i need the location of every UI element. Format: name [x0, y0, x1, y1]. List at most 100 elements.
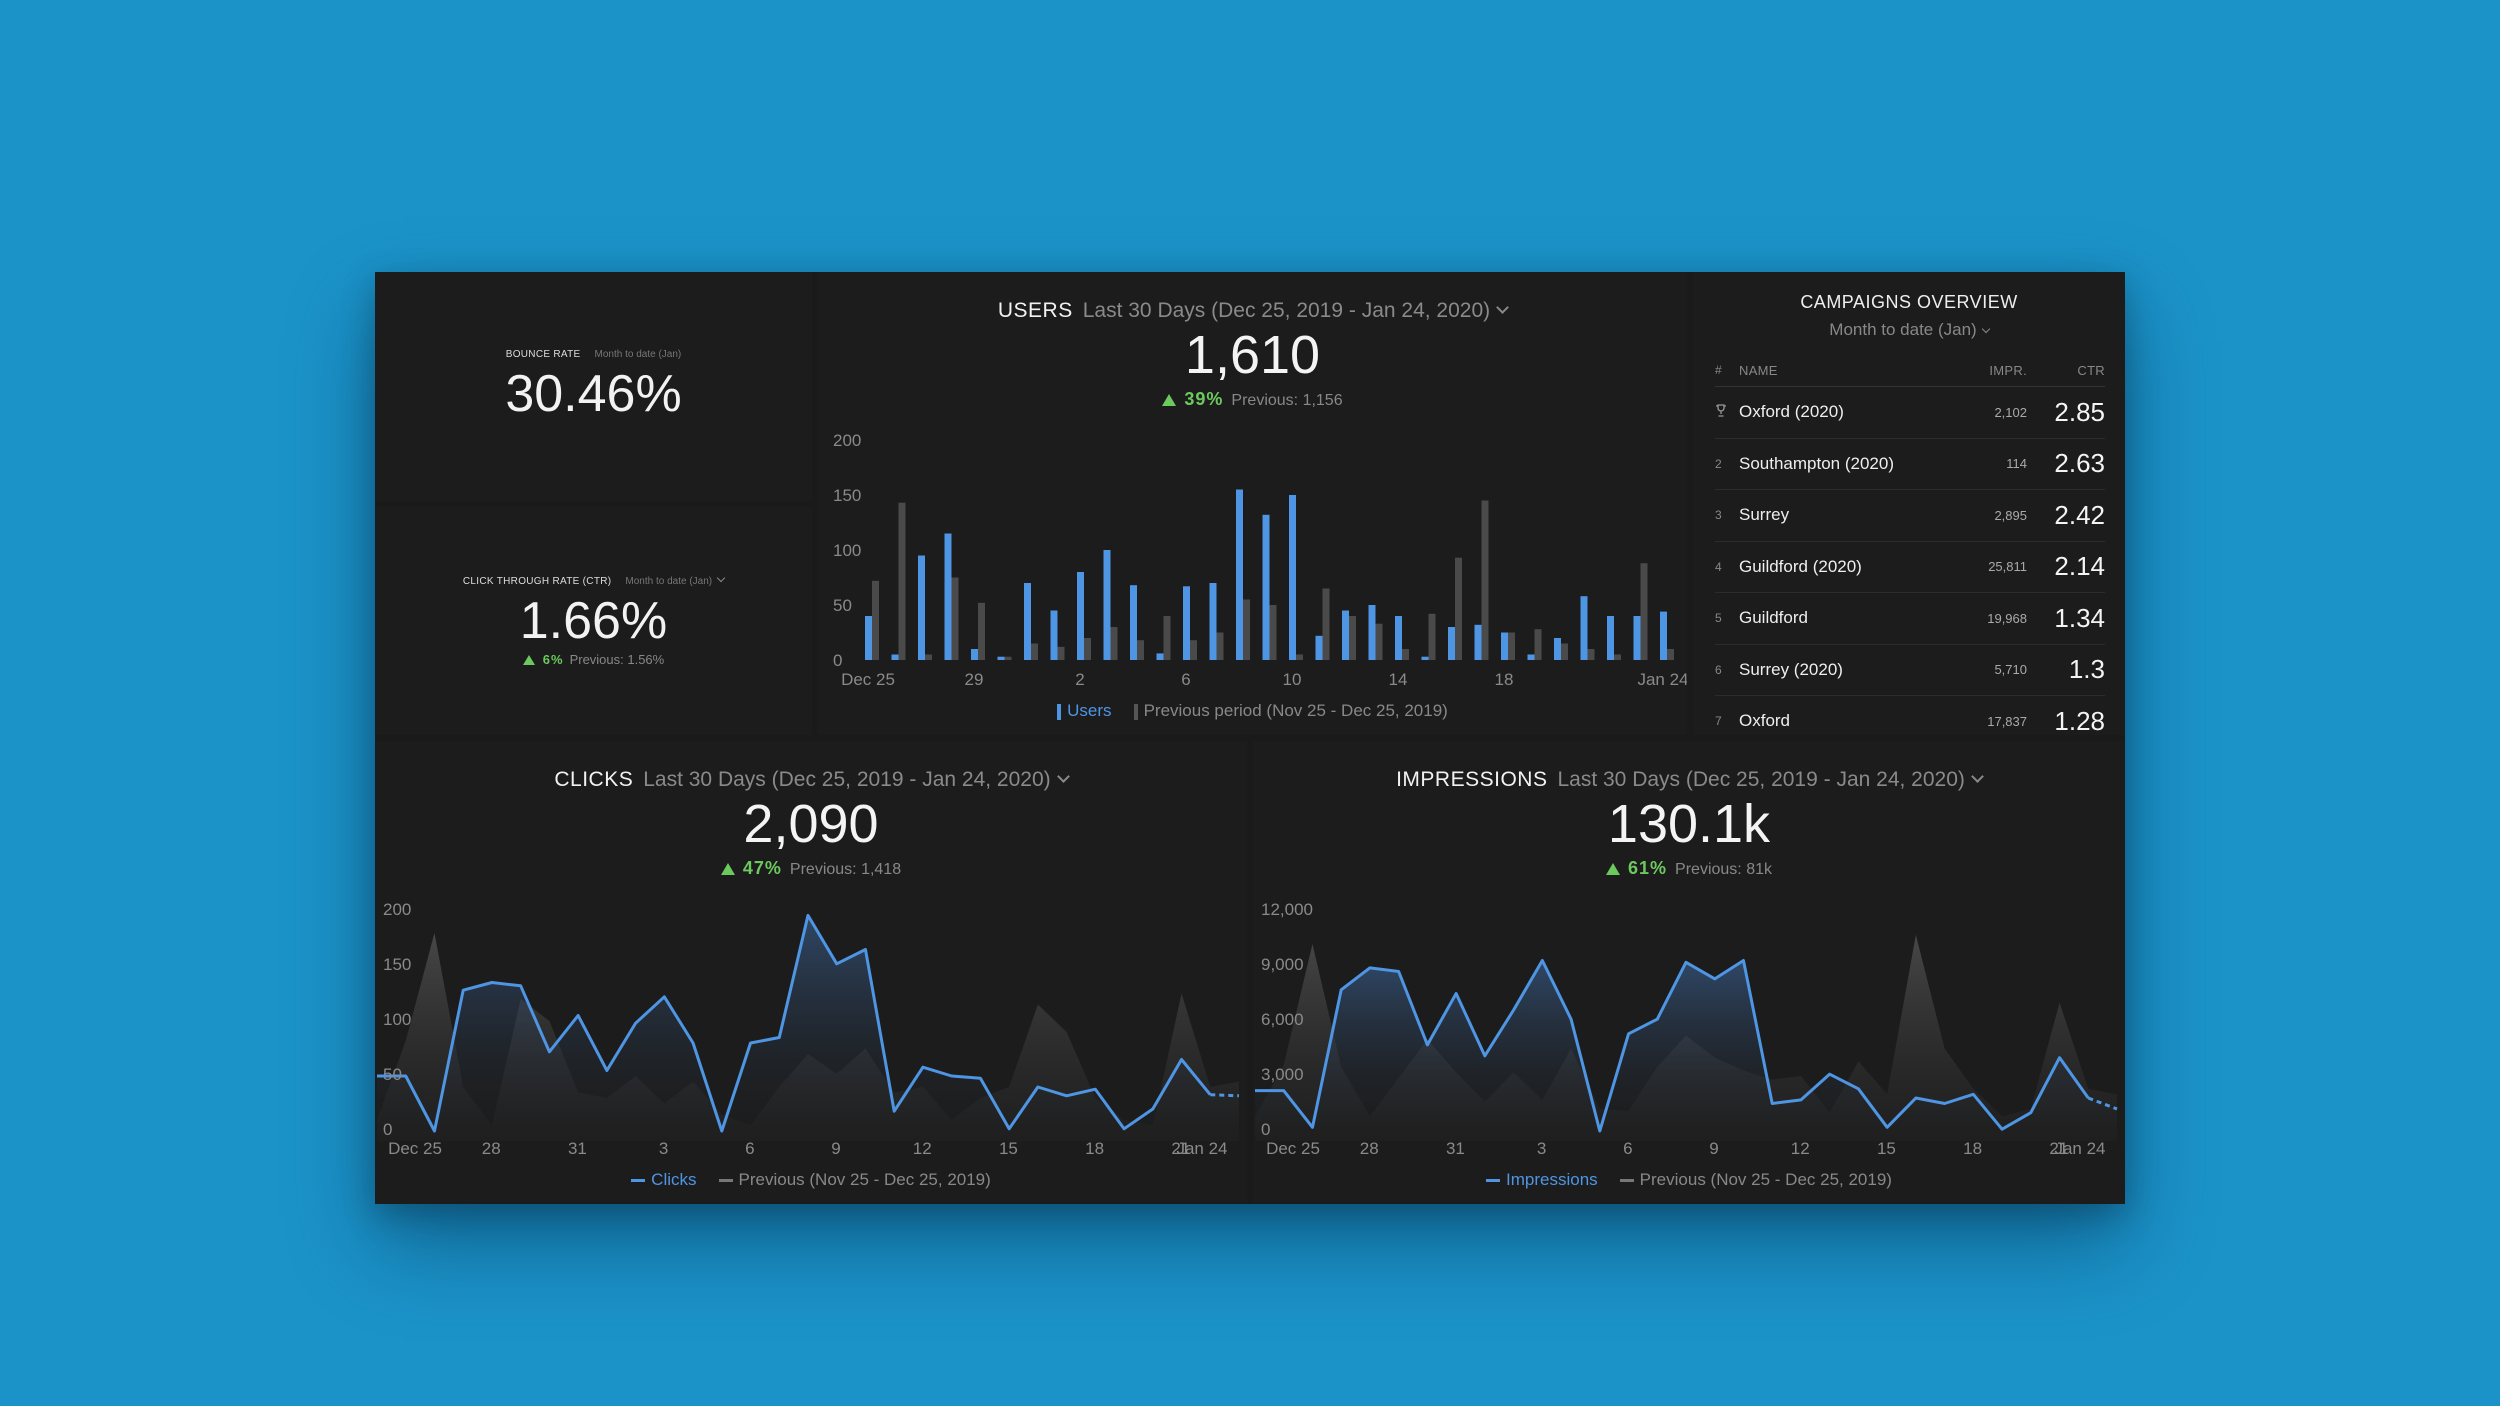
table-row[interactable]: 6 Surrey (2020) 5,710 1.3 — [1715, 645, 2105, 696]
clicks-widget[interactable]: CLICKS Last 30 Days (Dec 25, 2019 - Jan 2… — [375, 741, 1247, 1204]
y-tick-label: 200 — [833, 431, 861, 450]
table-row[interactable]: 5 Guildford 19,968 1.34 — [1715, 593, 2105, 645]
table-row[interactable]: Oxford (2020) 2,102 2.85 — [1715, 387, 2105, 439]
clicks-header: CLICKS Last 30 Days (Dec 25, 2019 - Jan 2… — [375, 768, 1247, 792]
users-bar — [1633, 616, 1641, 660]
table-row[interactable]: 4 Guildford (2020) 25,811 2.14 — [1715, 542, 2105, 593]
header-ctr[interactable]: CTR — [2077, 362, 2105, 378]
legend-clicks: Clicks — [651, 1170, 697, 1189]
impressions-widget[interactable]: IMPRESSIONS Last 30 Days (Dec 25, 2019 - … — [1253, 741, 2125, 1204]
previous-bar — [1667, 649, 1674, 660]
impressions-area-chart[interactable]: 0 3,000 6,000 9,000 12,000 Dec 25 28 31 3 6 9 12 15 1… — [1253, 741, 2125, 1204]
users-bar — [1448, 627, 1455, 660]
x-tick-label: 12 — [1791, 1139, 1810, 1158]
y-tick-label: 150 — [833, 486, 861, 505]
header-name[interactable]: NAME — [1739, 362, 1778, 378]
y-tick-label: 150 — [383, 955, 411, 974]
current-area — [377, 915, 1239, 1141]
table-row[interactable]: 7 Oxford 17,837 1.28 — [1715, 696, 2105, 735]
previous-bar — [1084, 638, 1091, 660]
previous-bar — [1481, 500, 1489, 660]
campaign-impr: 2,102 — [1994, 404, 2027, 420]
campaigns-overview-widget[interactable]: CAMPAIGNS OVERVIEW Month to date (Jan) #… — [1693, 272, 2125, 735]
previous-bar — [1640, 563, 1648, 660]
ctr-header: CLICK THROUGH RATE (CTR) Month to date (J… — [375, 573, 812, 587]
x-tick-label: 18 — [1495, 670, 1514, 689]
table-row[interactable]: 2 Southampton (2020) 114 2.63 — [1715, 439, 2105, 490]
campaign-name: Surrey — [1739, 505, 1790, 525]
users-bar — [1580, 596, 1588, 660]
users-bar — [1130, 585, 1137, 660]
legend-users: Users — [1067, 701, 1112, 720]
campaign-ctr: 2.14 — [2054, 551, 2105, 582]
legend-previous-marker — [1619, 1179, 1634, 1183]
campaign-impr: 5,710 — [1994, 662, 2027, 678]
clicks-period[interactable]: Last 30 Days (Dec 25, 2019 - Jan 24, 202… — [643, 768, 1051, 791]
x-tick-label: 3 — [1537, 1139, 1546, 1158]
previous-bar — [1110, 627, 1118, 660]
users-bar — [1183, 586, 1190, 660]
campaign-ctr: 2.85 — [2054, 396, 2105, 427]
bounce-rate-header: BOUNCE RATE Month to date (Jan) — [375, 349, 812, 360]
users-bar — [1024, 583, 1031, 660]
campaigns-table-header: # NAME IMPR. CTR — [1715, 354, 2105, 387]
users-bar — [971, 649, 978, 660]
previous-bar — [1534, 629, 1542, 660]
x-tick-label: Dec 25 — [1266, 1139, 1320, 1158]
current-area — [1255, 960, 2117, 1141]
impressions-header: IMPRESSIONS Last 30 Days (Dec 25, 2019 - … — [1253, 768, 2125, 792]
users-bar — [997, 656, 1005, 660]
x-tick-label: Jan 24 — [2054, 1139, 2105, 1158]
ctr-widget[interactable]: CLICK THROUGH RATE (CTR) Month to date (J… — [375, 507, 812, 735]
campaign-rank: 2 — [1715, 456, 1722, 471]
campaigns-period[interactable]: Month to date (Jan) — [1829, 320, 1977, 339]
bounce-rate-widget[interactable]: BOUNCE RATE Month to date (Jan) 30.46% — [375, 272, 812, 501]
chevron-down-icon[interactable] — [1981, 324, 1990, 334]
chevron-down-icon[interactable] — [716, 573, 726, 583]
campaigns-period-selector[interactable]: Month to date (Jan) — [1693, 320, 2125, 340]
previous-bar — [1296, 654, 1303, 660]
x-tick-label: 2 — [1075, 670, 1084, 689]
previous-bar — [1402, 649, 1409, 660]
clicks-legend: Clicks Previous (Nov 25 - Dec 25, 2019) — [375, 1170, 1247, 1190]
x-tick-label: Dec 25 — [841, 670, 895, 689]
campaign-name: Guildford (2020) — [1739, 556, 1862, 576]
impressions-previous: Previous: 81k — [1675, 861, 1772, 878]
users-delta-row: 39% Previous: 1,156 — [818, 389, 1687, 410]
y-tick-label: 50 — [833, 596, 852, 615]
users-bar — [1527, 654, 1535, 660]
y-tick-label: 200 — [383, 900, 411, 919]
users-widget[interactable]: USERS Last 30 Days (Dec 25, 2019 - Jan 24… — [818, 272, 1687, 735]
users-period[interactable]: Last 30 Days (Dec 25, 2019 - Jan 24, 202… — [1082, 299, 1491, 322]
previous-bar — [1269, 605, 1277, 660]
campaign-impr: 25,811 — [1988, 559, 2027, 575]
campaign-impr: 114 — [2006, 456, 2027, 472]
campaign-name: Oxford — [1739, 711, 1791, 731]
y-tick-label: 0 — [383, 1120, 392, 1139]
impressions-value: 130.1k — [1607, 794, 1771, 854]
campaign-impr: 17,837 — [1987, 713, 2027, 729]
previous-bar — [1375, 623, 1383, 660]
table-row[interactable]: 3 Surrey 2,895 2.42 — [1715, 490, 2105, 542]
clicks-delta-row: 47% Previous: 1,418 — [375, 858, 1247, 879]
campaign-ctr: 1.28 — [2054, 705, 2105, 735]
campaigns-title: CAMPAIGNS OVERVIEW — [1800, 292, 2018, 312]
clicks-previous: Previous: 1,418 — [789, 861, 902, 878]
header-impr[interactable]: IMPR. — [1989, 362, 2027, 378]
x-tick-label: 14 — [1389, 670, 1408, 689]
previous-bar — [1428, 613, 1436, 660]
bounce-rate-period: Month to date (Jan) — [594, 349, 682, 360]
users-bar-chart[interactable]: 0 50 100 150 200 Dec 25 29 2 6 10 14 18 Jan 24 — [818, 272, 1687, 735]
ctr-period[interactable]: Month to date (Jan) — [625, 576, 713, 587]
users-bar — [1077, 572, 1084, 660]
ctr-title: CLICK THROUGH RATE (CTR) — [462, 576, 612, 587]
previous-bar — [1004, 656, 1012, 660]
y-tick-label: 100 — [383, 1010, 411, 1029]
campaigns-rows: Oxford (2020) 2,102 2.85 2 Southampton (… — [1715, 387, 2105, 735]
impressions-period[interactable]: Last 30 Days (Dec 25, 2019 - Jan 24, 202… — [1557, 768, 1965, 791]
users-bar — [865, 616, 872, 660]
x-tick-label: 15 — [1877, 1139, 1896, 1158]
previous-bar — [1322, 588, 1330, 660]
ctr-delta-row: 6% Previous: 1.56% — [375, 652, 812, 667]
